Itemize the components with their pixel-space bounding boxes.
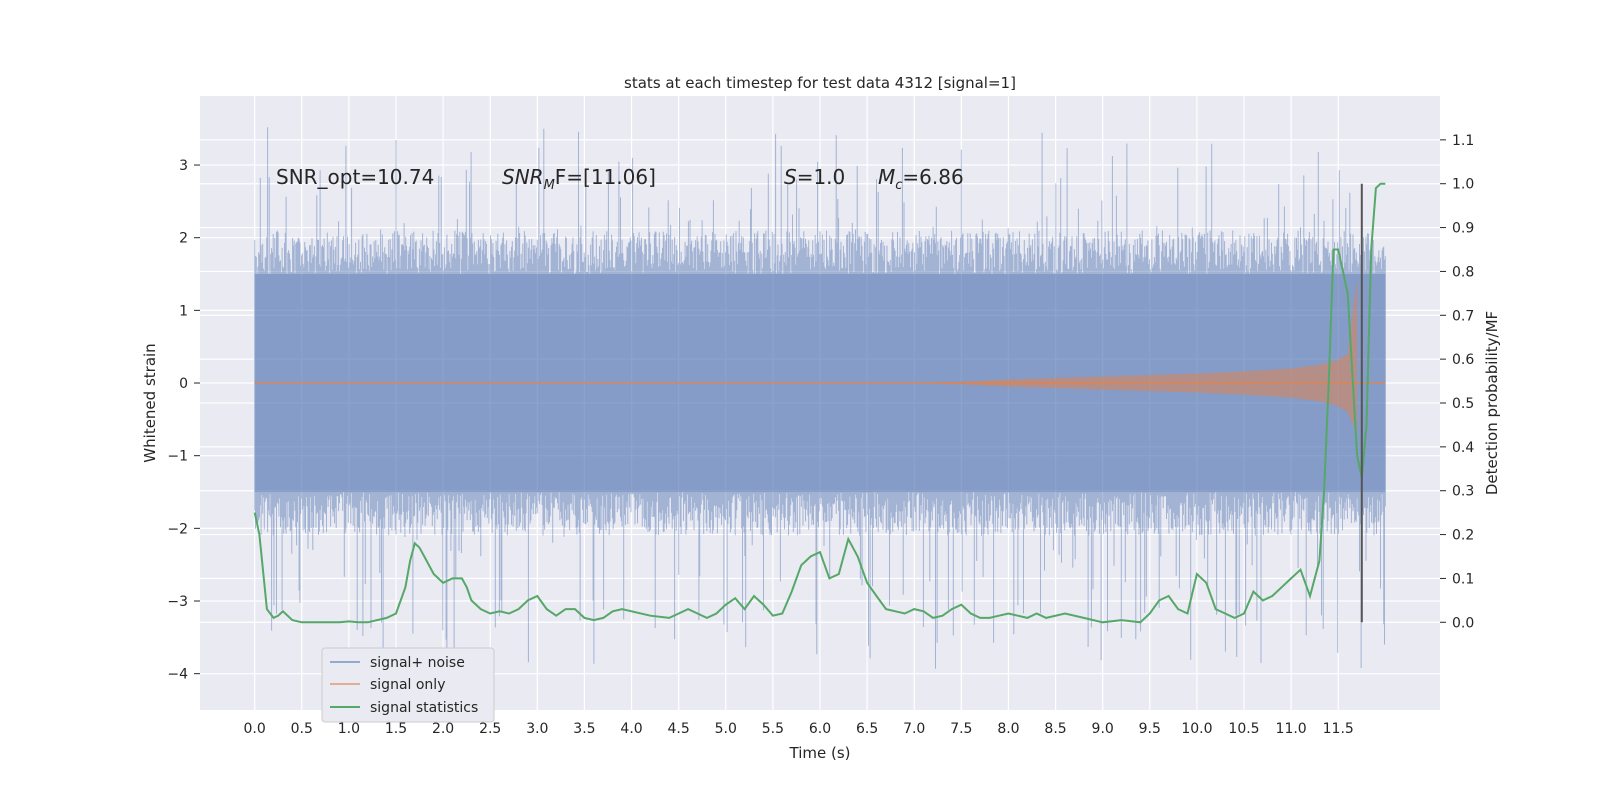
y-right-tick-label-1: 1.0 [1452,177,1474,193]
x-tick-label-16: 8.0 [997,721,1019,737]
x-tick-label-6: 3.0 [526,721,548,737]
stats-line [253,182,1386,624]
y-left-tick-label-4: −1 [167,449,188,465]
x-tick-label-14: 7.0 [903,721,925,737]
x-tick-label-12: 6.0 [809,721,831,737]
x-tick-label-9: 4.5 [668,721,690,737]
annotation-mc: Mc=6.86 [878,165,964,193]
x-tick-label-8: 4.0 [620,721,642,737]
grid [200,96,1440,710]
annotation-snr-mf: SNRMF=[11.06] [502,165,656,193]
y-right-tick-label-0: 1.1 [1452,133,1474,149]
y-left-axis-label: Whitened strain [141,343,159,462]
y-left-tick-labels: 3 2 1 0 −1 −2 −3 −4 [167,158,200,683]
chart-title: stats at each timestep for test data 431… [624,74,1016,92]
y-right-tick-label-10: 0.1 [1452,571,1474,587]
x-tick-label-22: 11.0 [1276,721,1307,737]
x-tick-label-4: 2.0 [432,721,454,737]
y-right-tick-label-3: 0.8 [1452,264,1474,280]
y-right-tick-labels: 1.1 1.0 0.9 0.8 0.7 0.6 0.5 0.4 0.3 0.2 0.1 0.0 [1440,133,1474,631]
y-right-tick-label-2: 0.9 [1452,221,1474,237]
y-left-tick-label-0: 3 [179,158,188,174]
y-left-tick-label-7: −4 [167,667,188,683]
y-left-tick-label-6: −3 [167,594,188,610]
y-right-tick-label-9: 0.2 [1452,528,1474,544]
legend-label-signal-only: signal only [370,677,445,693]
x-tick-label-13: 6.5 [856,721,878,737]
y-left-tick-label-2: 1 [179,303,188,319]
x-axis-label: Time (s) [789,744,851,762]
legend-label-signal-statistics: signal statistics [370,700,478,716]
x-tick-label-10: 5.0 [715,721,737,737]
x-tick-label-11: 5.5 [762,721,784,737]
y-right-tick-label-8: 0.3 [1452,484,1474,500]
y-right-tick-label-11: 0.0 [1452,615,1474,631]
y-right-tick-label-5: 0.6 [1452,352,1474,368]
x-tick-labels: 0.0 0.5 1.0 1.5 2.0 2.5 3.0 3.5 4.0 4.5 5.0 5.5 6.0 6… [244,721,1354,737]
y-right-tick-label-6: 0.5 [1452,396,1474,412]
legend-label-signal-noise: signal+ noise [370,655,465,671]
x-tick-label-7: 3.5 [573,721,595,737]
legend-box [321,647,495,723]
y-right-tick-label-7: 0.4 [1452,440,1474,456]
y-right-tick-label-4: 0.7 [1452,308,1474,324]
x-tick-label-2: 1.0 [338,721,360,737]
y-right-axis-label: Detection probability/MF [1483,311,1501,495]
series-signal-only [254,277,1386,434]
x-tick-label-18: 9.0 [1092,721,1114,737]
y-left-tick-label-1: 2 [179,231,188,247]
x-tick-label-23: 11.5 [1323,721,1354,737]
x-tick-label-21: 10.5 [1228,721,1259,737]
x-tick-label-0: 0.0 [244,721,266,737]
x-tick-label-17: 8.5 [1044,721,1066,737]
x-tick-label-5: 2.5 [479,721,501,737]
x-tick-label-15: 7.5 [950,721,972,737]
x-tick-label-3: 1.5 [385,721,407,737]
x-tick-label-20: 10.0 [1181,721,1212,737]
y-left-tick-label-5: −2 [167,521,188,537]
y-left-tick-label-3: 0 [179,376,188,392]
x-tick-label-1: 0.5 [291,721,313,737]
annotation-snr-opt: SNR_opt=10.74 [276,165,434,189]
legend: signal+ noise signal only signal statist… [321,647,495,723]
series-signal-statistics [253,182,1386,624]
annotation-s: S=1.0 [784,165,845,189]
x-tick-label-19: 9.5 [1139,721,1161,737]
